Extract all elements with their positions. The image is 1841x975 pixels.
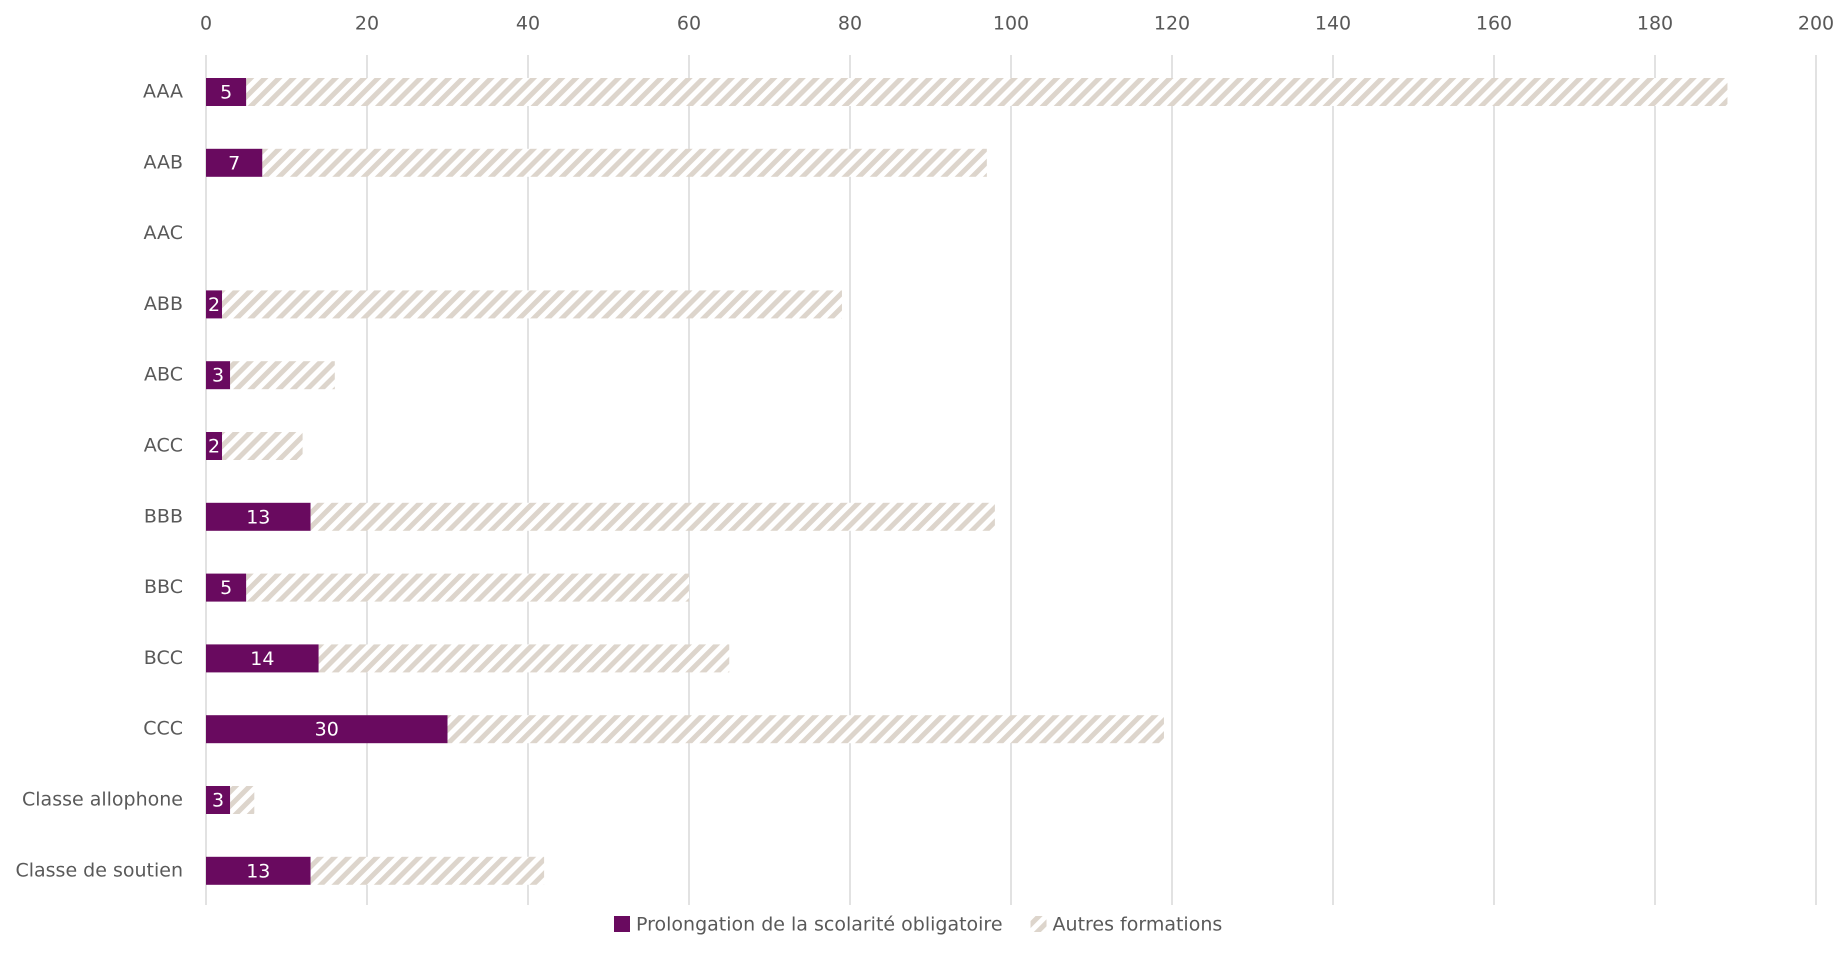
- legend-label: Autres formations: [1053, 914, 1223, 936]
- bar-segment: [246, 573, 689, 602]
- y-tick-label: CCC: [143, 718, 183, 740]
- y-tick-label: Classe allophone: [22, 789, 183, 811]
- data-label: 7: [228, 152, 240, 174]
- bar-segment: [230, 361, 335, 390]
- data-label: 13: [246, 506, 270, 528]
- bar-segment: [206, 502, 311, 531]
- legend-swatch: [614, 916, 630, 932]
- bar-segment: [206, 786, 231, 814]
- data-label: 14: [250, 648, 274, 670]
- y-tick-label: AAC: [144, 222, 183, 244]
- x-tick-label: 200: [1798, 13, 1834, 35]
- bar-segment: [206, 361, 231, 390]
- legend-swatch: [1030, 916, 1047, 932]
- y-tick-label: AAB: [143, 151, 183, 173]
- data-label: 5: [220, 82, 232, 104]
- y-tick-label: Classe de soutien: [15, 859, 183, 881]
- x-tick-label: 0: [200, 13, 212, 35]
- x-tick-label: 160: [1476, 13, 1512, 35]
- x-tick-label: 80: [838, 13, 862, 35]
- y-tick-label: ABC: [144, 364, 183, 386]
- bar-segment: [222, 290, 842, 319]
- y-tick-label: BBB: [144, 505, 183, 527]
- bar-segment: [318, 644, 730, 673]
- bar-segment: [222, 432, 303, 460]
- data-label: 3: [212, 790, 224, 812]
- bar-segment: [206, 644, 319, 673]
- bar-segment: [206, 148, 263, 177]
- x-tick-label: 120: [1154, 13, 1190, 35]
- bar-segment: [206, 856, 311, 885]
- data-label: 5: [220, 577, 232, 599]
- bar-segment: [262, 148, 987, 177]
- bar-segment: [230, 786, 255, 814]
- bar-segment: [310, 856, 545, 885]
- x-tick-label: 40: [516, 13, 540, 35]
- data-label: 30: [315, 719, 339, 741]
- data-label: 2: [208, 436, 220, 458]
- legend-label: Prolongation de la scolarité obligatoire: [636, 914, 1003, 936]
- y-tick-label: ABB: [144, 293, 183, 315]
- data-label: 3: [212, 365, 224, 387]
- x-tick-label: 180: [1637, 13, 1673, 35]
- bar-segment: [246, 78, 1728, 106]
- y-tick-label: ACC: [144, 435, 183, 457]
- bar-segment: [206, 573, 247, 602]
- data-label: 2: [208, 294, 220, 316]
- bar-segment: [310, 502, 995, 531]
- y-tick-label: BBC: [144, 576, 183, 598]
- x-tick-label: 100: [993, 13, 1029, 35]
- x-tick-label: 140: [1315, 13, 1351, 35]
- y-tick-label: BCC: [144, 647, 183, 669]
- x-tick-label: 20: [355, 13, 379, 35]
- data-label: 13: [246, 860, 270, 882]
- bar-segment: [206, 715, 448, 744]
- bar-segment: [206, 78, 247, 106]
- bar-segment: [447, 715, 1164, 744]
- y-tick-label: AAA: [143, 81, 183, 103]
- bar-segment: [206, 290, 223, 319]
- x-tick-label: 60: [677, 13, 701, 35]
- bar-segment: [206, 432, 223, 460]
